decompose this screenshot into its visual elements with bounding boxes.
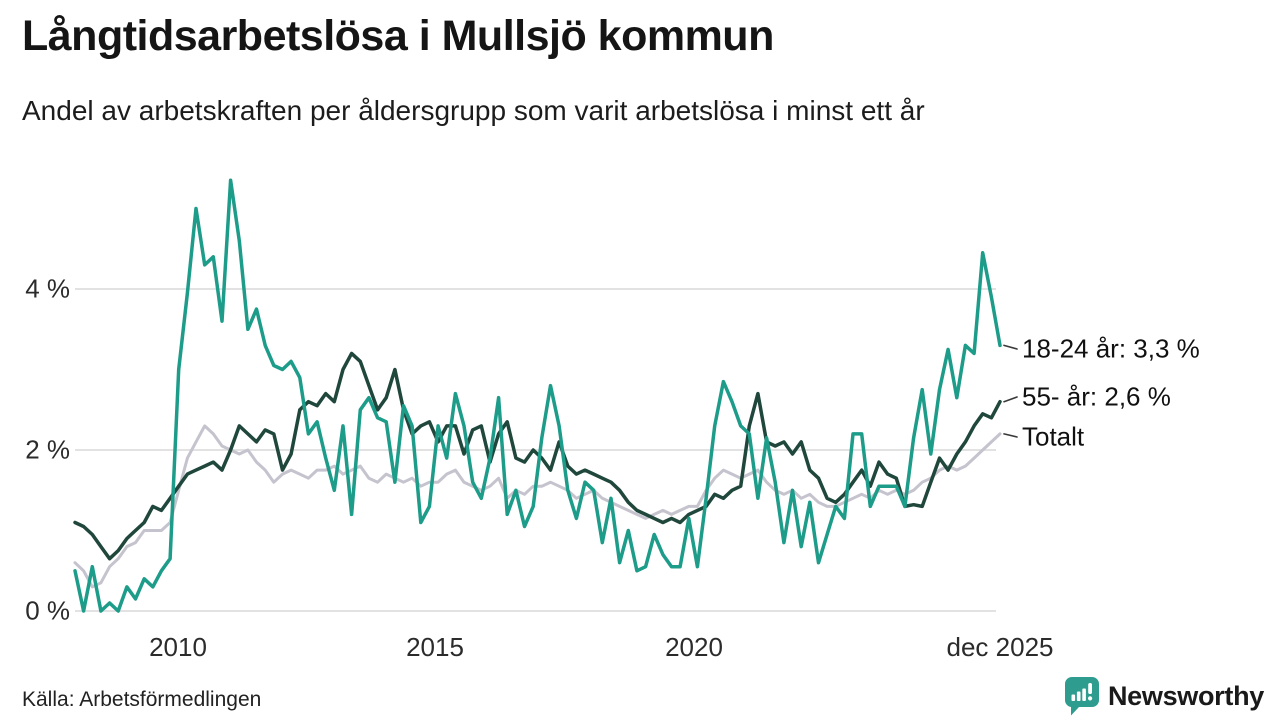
y-axis-tick-4: 4 % (25, 273, 70, 304)
series-label-55: 55- år: 2,6 % (1022, 381, 1171, 412)
newsworthy-bubble-chart-icon (1064, 677, 1099, 716)
page-title: Långtidsarbetslösa i Mullsjö kommun (22, 12, 774, 60)
x-axis-tick-2020: 2020 (665, 632, 723, 662)
y-axis-tick-2: 2 % (25, 434, 70, 465)
source-note: Källa: Arbetsförmedlingen (22, 688, 262, 711)
x-axis-tick-2010: 2010 (149, 632, 207, 662)
series-label-total: Totalt (1022, 421, 1085, 452)
newsworthy-logo-text: Newsworthy (1107, 680, 1264, 711)
x-axis-tick-2015: 2015 (406, 632, 464, 662)
newsworthy-logo: Newsworthy (1064, 676, 1264, 716)
page-subtitle: Andel av arbetskraften per åldersgrupp s… (22, 95, 925, 126)
y-axis-tick-0: 0 % (25, 595, 70, 626)
x-axis-tick-dec2025: dec 2025 (946, 632, 1054, 662)
series-label-18-24: 18-24 år: 3,3 % (1022, 333, 1200, 364)
